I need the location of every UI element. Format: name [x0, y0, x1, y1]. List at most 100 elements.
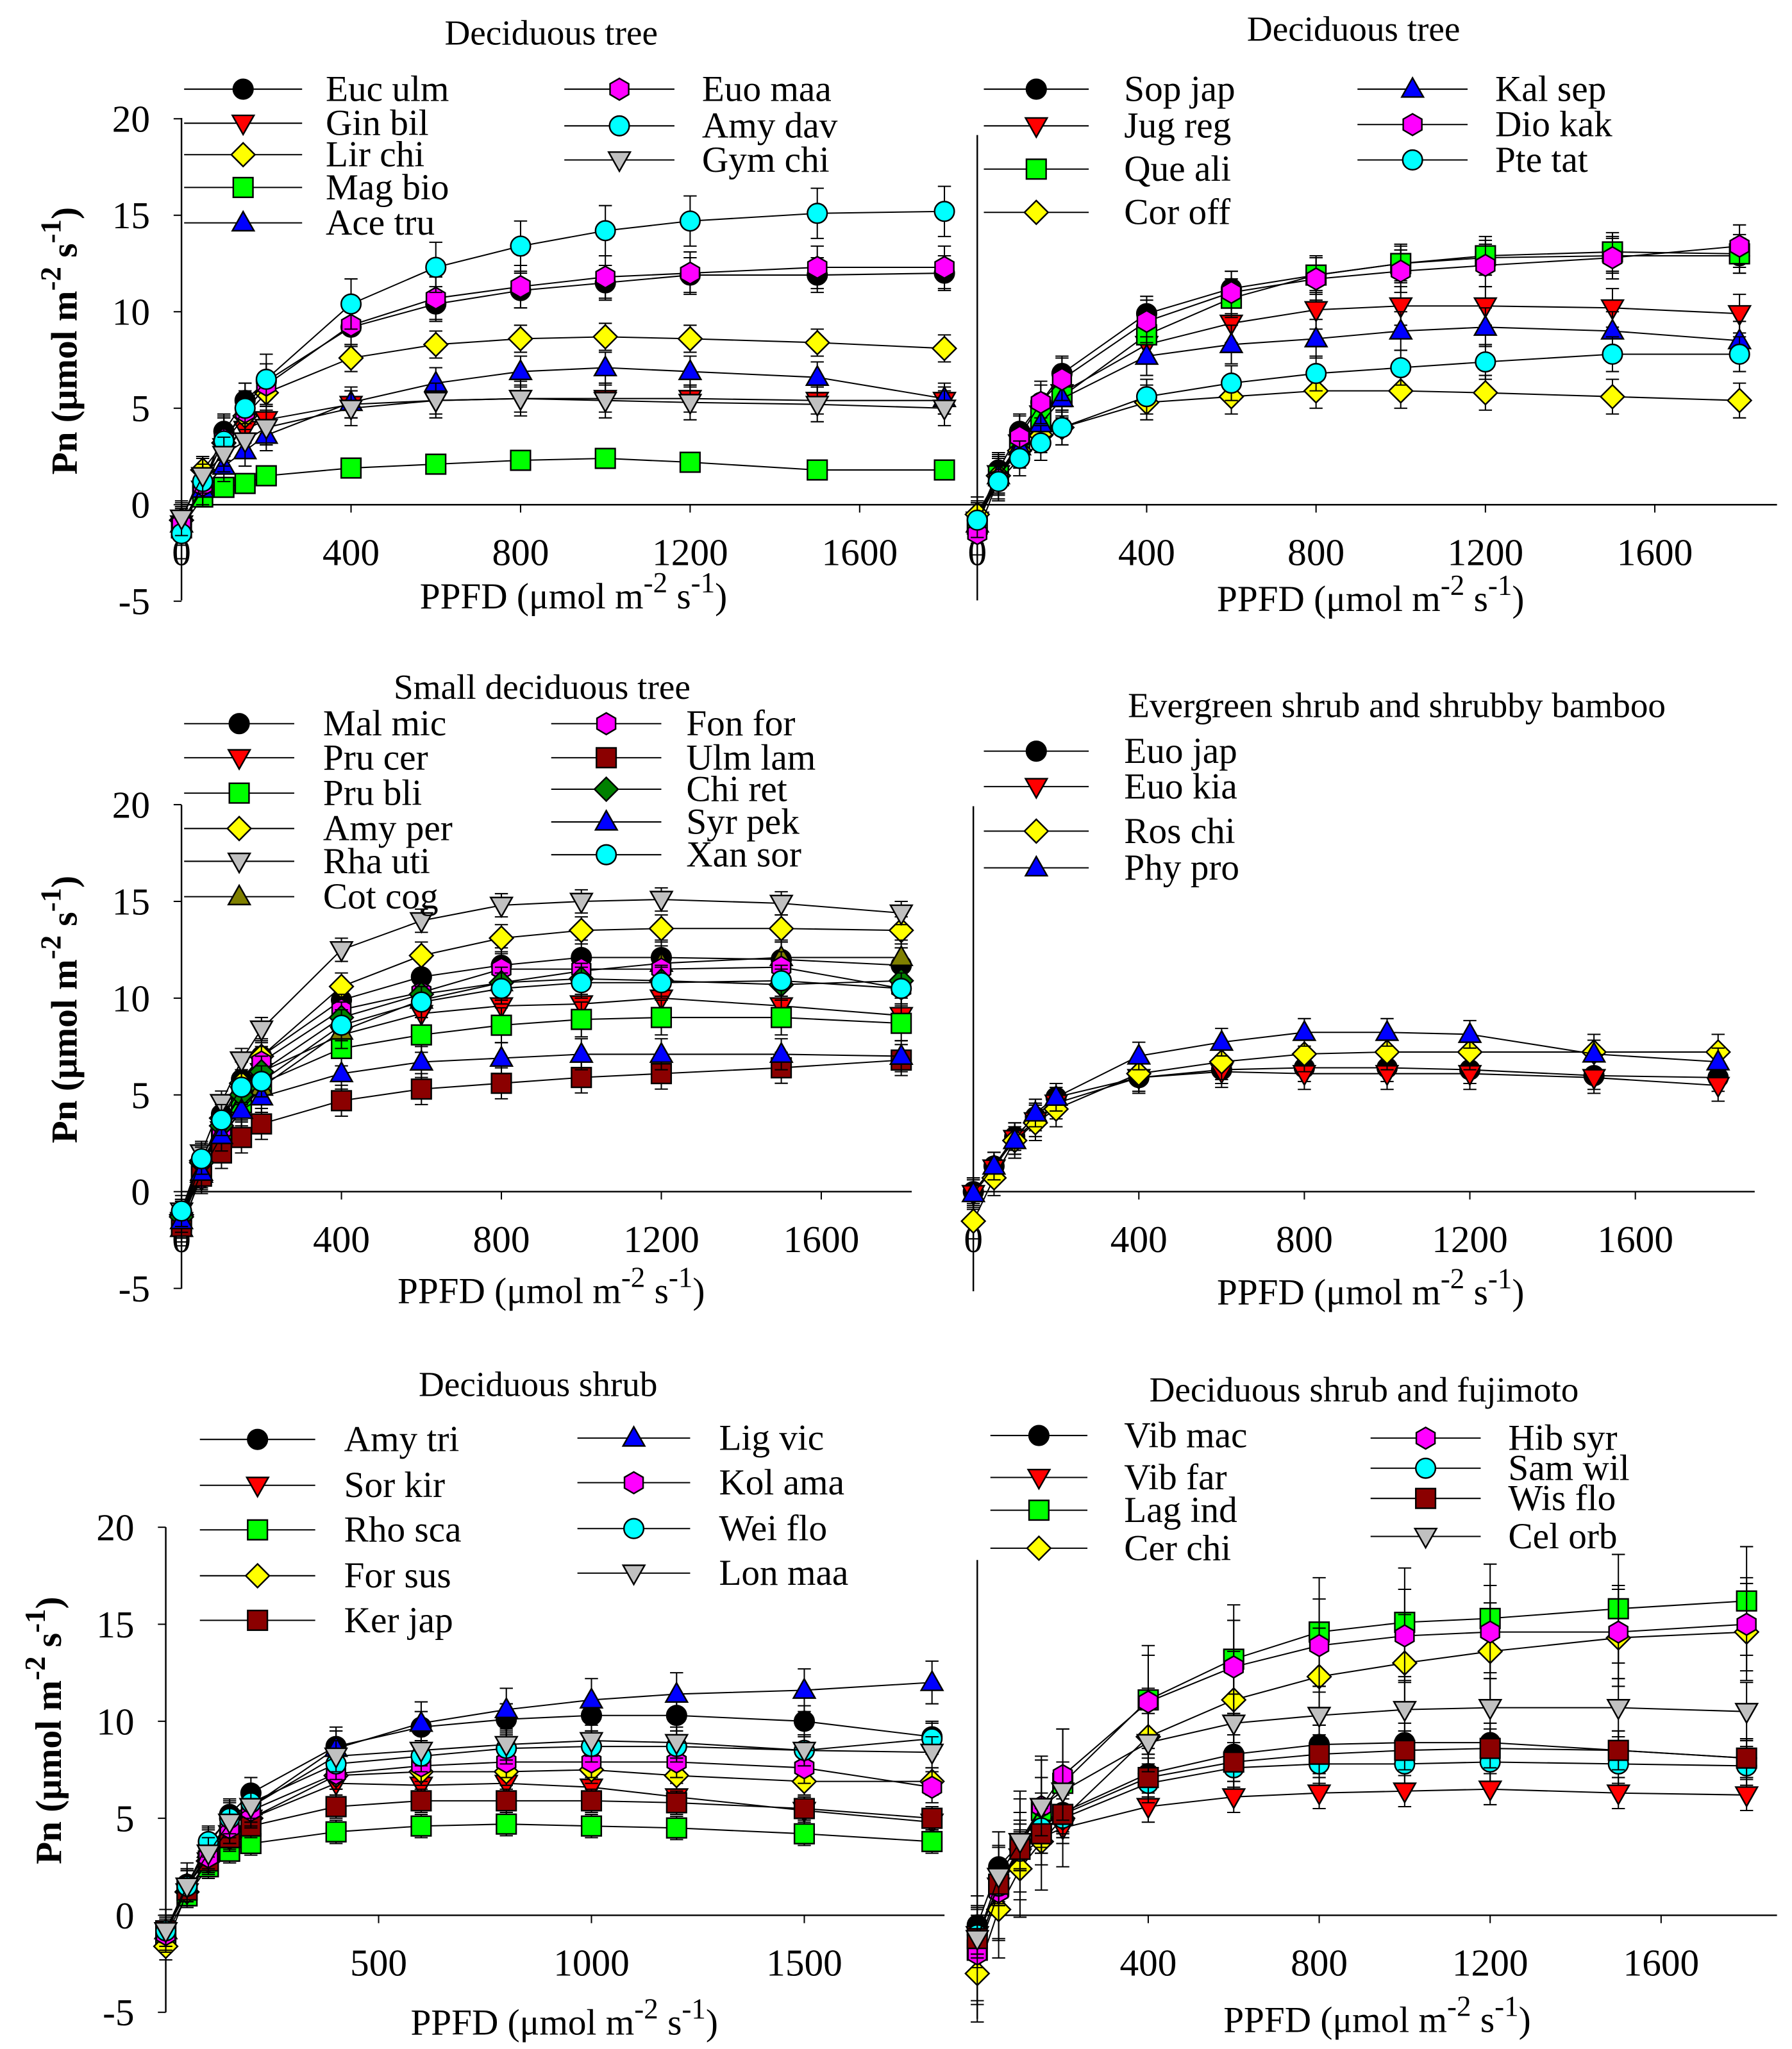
data-point — [1729, 343, 1750, 365]
legend-label: Amy tri — [344, 1419, 460, 1460]
data-point — [1023, 1100, 1048, 1122]
legend-item: Rha uti — [184, 841, 430, 882]
legend-label: Rho sca — [344, 1510, 462, 1550]
series-jug-reg — [965, 286, 1752, 540]
legend-item: Ker jap — [199, 1600, 453, 1641]
data-point — [1734, 1786, 1759, 1809]
data-point — [891, 978, 912, 999]
data-point — [340, 293, 362, 315]
series-line — [181, 266, 945, 524]
legend-label: Lig vic — [719, 1418, 824, 1459]
legend-label: Euo jap — [1124, 731, 1237, 771]
data-point — [1394, 1739, 1416, 1761]
data-point — [680, 261, 701, 285]
x-tick-label: 1600 — [822, 531, 898, 573]
series-ace-tru — [169, 351, 957, 540]
data-point — [592, 324, 619, 350]
data-point — [254, 419, 279, 440]
series-line — [181, 980, 901, 1212]
legend-marker — [232, 78, 254, 100]
legend-marker — [1025, 78, 1047, 100]
data-point — [771, 970, 792, 992]
y-tick-label: 20 — [112, 784, 150, 826]
y-tick-label: 15 — [112, 194, 150, 237]
data-point — [571, 1067, 592, 1089]
data-point — [423, 331, 449, 358]
legend-item: Sam wil — [1370, 1448, 1630, 1489]
x-tick-label: 800 — [1276, 1218, 1333, 1260]
series-wis-flo — [966, 1728, 1757, 1959]
legend-item: Hib syr — [1370, 1418, 1618, 1459]
data-point — [1388, 318, 1413, 340]
series-line — [181, 457, 945, 528]
legend-marker — [1415, 1426, 1436, 1450]
series-line — [976, 245, 1740, 534]
legend-item: Amy dav — [564, 106, 838, 146]
data-point — [579, 1687, 604, 1709]
legend-item: Euc ulm — [184, 69, 449, 109]
series-lir-chi — [168, 322, 958, 535]
data-point — [171, 1200, 192, 1222]
series-lag-ind — [966, 1546, 1757, 2005]
series-mal-mic — [171, 939, 912, 1239]
series-euo-jap — [962, 1053, 1729, 1207]
data-point — [594, 447, 616, 469]
data-point — [410, 1815, 432, 1837]
legend-marker — [1026, 1535, 1052, 1562]
data-point — [425, 256, 447, 278]
data-point — [792, 1741, 817, 1764]
data-point — [410, 1078, 432, 1100]
legend-marker — [623, 1518, 645, 1539]
legend-marker — [1024, 778, 1049, 799]
legend-marker — [231, 114, 256, 137]
legend-item: Xan sor — [551, 835, 801, 875]
legend-label: Pru bli — [323, 773, 422, 813]
legend-label: Que ali — [1124, 149, 1231, 189]
data-point — [678, 358, 703, 380]
legend-item: Phy pro — [984, 848, 1239, 888]
data-point — [793, 1823, 816, 1844]
data-point — [510, 274, 531, 299]
legend-marker — [1415, 1487, 1437, 1509]
legend-marker — [621, 1425, 646, 1447]
series-sam-wil — [966, 1742, 1757, 1955]
data-point — [255, 369, 277, 390]
data-point — [1599, 383, 1626, 410]
legend-marker — [1415, 1457, 1437, 1479]
data-point — [231, 1126, 253, 1148]
legend-label: Kol ama — [719, 1462, 844, 1503]
legend-item: Ace tru — [184, 203, 435, 243]
series-line — [976, 251, 1740, 524]
x-axis-label: PPFD (μmol m-2 s-1) — [420, 567, 727, 617]
data-point — [1390, 356, 1412, 379]
data-point — [934, 459, 955, 481]
data-point — [234, 397, 256, 419]
data-point — [1221, 280, 1242, 305]
legend-label: Ker jap — [344, 1600, 453, 1641]
data-point — [490, 978, 512, 999]
x-tick-label: 1600 — [1597, 1218, 1673, 1260]
legend-label: Mal mic — [323, 703, 446, 744]
x-tick-label: 500 — [350, 1941, 407, 1984]
data-point — [196, 1844, 221, 1866]
y-tick-label: -5 — [119, 1267, 150, 1310]
series-que-ali — [966, 231, 1750, 544]
y-tick-label: 15 — [96, 1603, 134, 1646]
series-pru-cer — [169, 980, 914, 1239]
data-point — [649, 891, 674, 913]
data-point — [1126, 1060, 1152, 1087]
series-gym-chi — [169, 380, 957, 537]
data-point — [1600, 318, 1625, 340]
data-point — [960, 1208, 987, 1234]
legend-label: Ulm lam — [686, 737, 816, 778]
series-line — [976, 1600, 1747, 1951]
y-axis-label: Pn (μmol m-2 s-1) — [35, 207, 85, 474]
data-point — [889, 904, 914, 926]
data-point — [249, 1020, 274, 1042]
data-point — [1135, 1734, 1160, 1756]
legend-marker — [623, 1471, 644, 1495]
